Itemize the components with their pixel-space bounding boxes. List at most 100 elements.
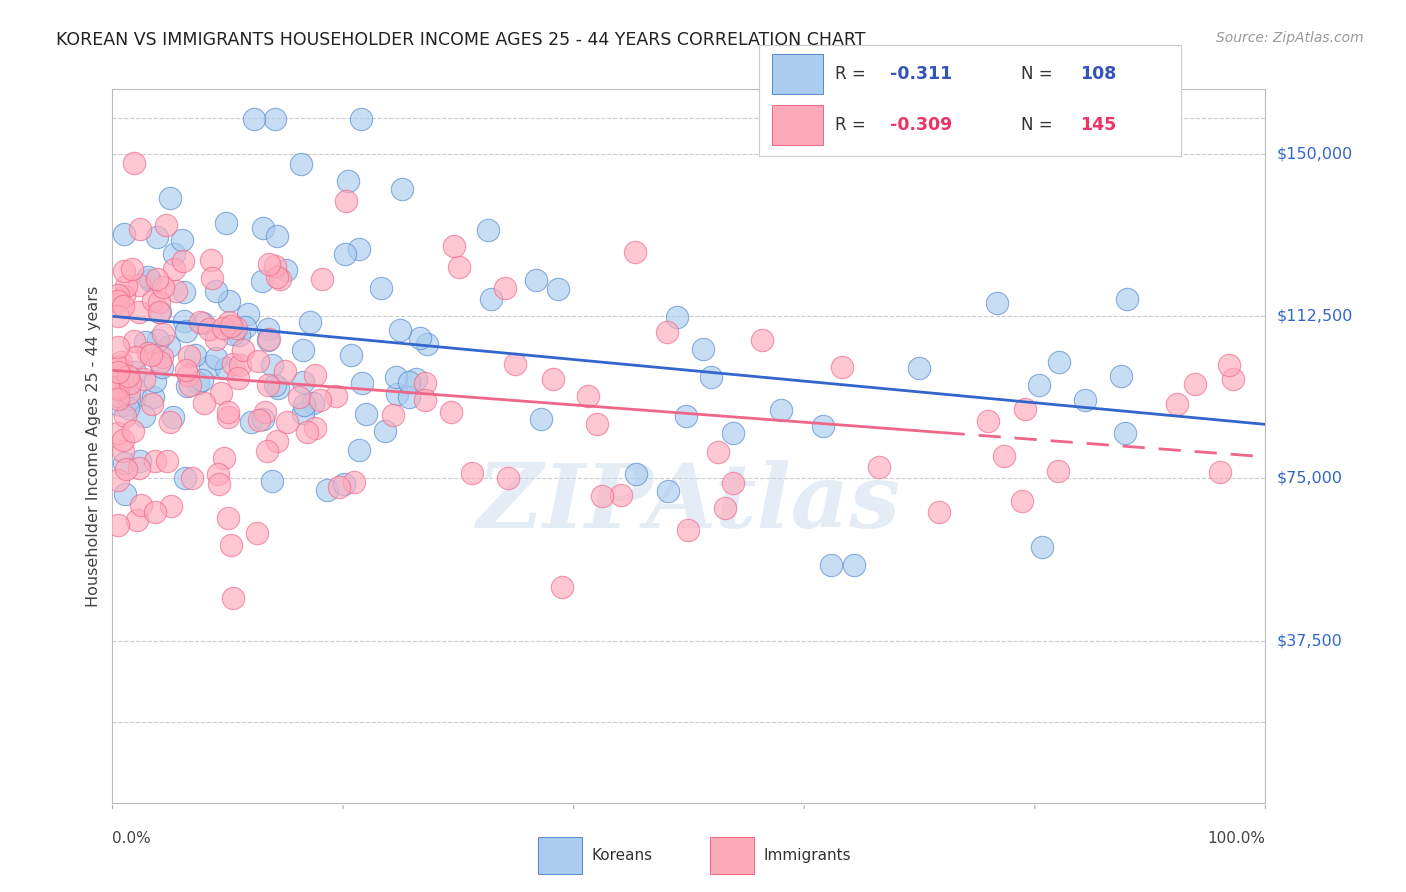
Point	[201, 271, 224, 285]
Point	[191, 373, 214, 387]
Point	[150, 360, 173, 375]
Point	[263, 259, 285, 273]
Point	[370, 281, 392, 295]
Point	[675, 409, 697, 423]
Point	[297, 425, 319, 440]
Point	[333, 477, 356, 491]
Point	[117, 369, 139, 384]
Point	[107, 392, 129, 406]
Point	[219, 319, 242, 334]
Point	[316, 483, 339, 497]
Point	[162, 410, 184, 425]
Point	[107, 365, 129, 379]
Point	[385, 370, 408, 384]
Text: R =: R =	[835, 64, 872, 83]
Point	[591, 489, 613, 503]
Point	[121, 262, 143, 277]
Point	[678, 523, 700, 537]
Point	[111, 384, 134, 399]
Point	[1184, 376, 1206, 391]
Point	[235, 319, 257, 334]
Point	[385, 386, 408, 401]
Point	[112, 299, 135, 313]
Point	[197, 322, 219, 336]
Point	[751, 333, 773, 347]
Point	[820, 558, 842, 572]
Point	[260, 474, 283, 488]
Text: 100.0%: 100.0%	[1208, 831, 1265, 847]
Point	[1014, 402, 1036, 417]
Point	[977, 414, 1000, 428]
Point	[269, 272, 291, 286]
Point	[290, 157, 312, 171]
Point	[207, 467, 229, 482]
Point	[301, 396, 323, 410]
Point	[124, 365, 146, 379]
Point	[112, 443, 135, 458]
Point	[304, 420, 326, 434]
Point	[391, 182, 413, 196]
Point	[236, 307, 259, 321]
Point	[576, 389, 599, 403]
Point	[276, 416, 298, 430]
Point	[149, 305, 172, 319]
Point	[657, 484, 679, 499]
Point	[225, 321, 247, 335]
Point	[221, 591, 243, 606]
Point	[172, 254, 194, 268]
Point	[191, 316, 214, 330]
Point	[222, 326, 245, 341]
Point	[610, 488, 633, 502]
Point	[844, 558, 866, 572]
Point	[291, 376, 314, 390]
Point	[260, 358, 283, 372]
Point	[134, 334, 156, 349]
Point	[188, 315, 211, 329]
Point	[229, 359, 252, 373]
Point	[692, 342, 714, 356]
Point	[107, 473, 129, 487]
Point	[769, 402, 792, 417]
Point	[174, 363, 197, 377]
Point	[1218, 358, 1240, 372]
Point	[181, 471, 204, 485]
Point	[146, 333, 169, 347]
Point	[157, 339, 180, 353]
FancyBboxPatch shape	[537, 838, 582, 873]
Point	[112, 456, 135, 470]
Point	[127, 513, 149, 527]
Point	[440, 405, 463, 419]
Point	[107, 380, 129, 394]
Point	[494, 280, 516, 294]
Point	[413, 392, 436, 407]
Text: $37,500: $37,500	[1277, 633, 1343, 648]
Point	[415, 376, 437, 390]
Point	[152, 280, 174, 294]
Point	[374, 424, 396, 438]
Point	[477, 223, 499, 237]
Point	[118, 392, 141, 406]
Point	[215, 361, 238, 376]
Point	[811, 418, 834, 433]
Point	[155, 218, 177, 232]
Point	[217, 511, 239, 525]
Point	[160, 499, 183, 513]
Point	[152, 327, 174, 342]
Point	[388, 323, 411, 337]
Point	[107, 309, 129, 323]
Point	[187, 376, 209, 391]
Point	[1047, 355, 1070, 369]
Point	[721, 426, 744, 441]
Point	[257, 377, 280, 392]
Point	[112, 264, 135, 278]
Point	[139, 348, 162, 362]
Point	[707, 445, 730, 459]
Point	[986, 296, 1008, 310]
Point	[247, 413, 270, 427]
Point	[143, 454, 166, 468]
Point	[204, 351, 226, 366]
Point	[115, 461, 138, 475]
Point	[714, 500, 737, 515]
Point	[256, 444, 278, 458]
Point	[259, 257, 281, 271]
